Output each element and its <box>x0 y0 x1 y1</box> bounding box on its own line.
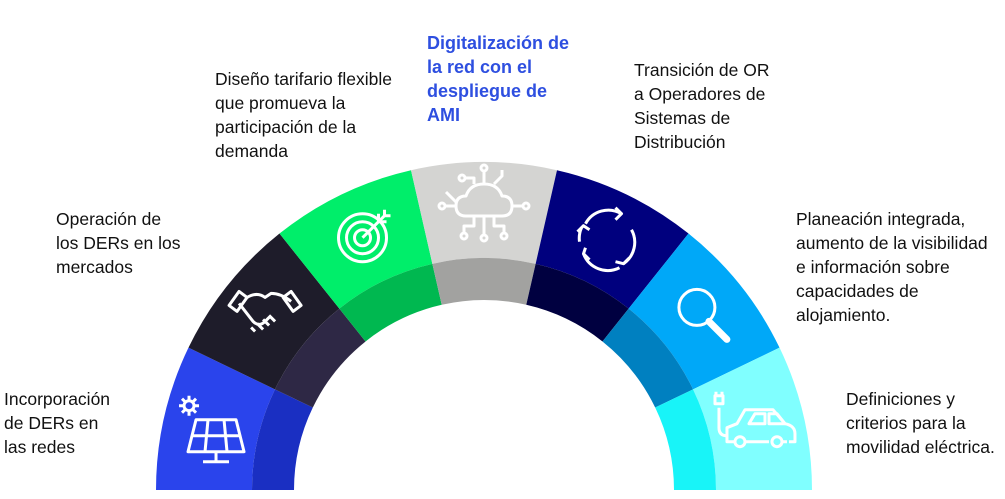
segment-3 <box>279 170 442 342</box>
label-digitalizacion: Digitalización de la red con el desplieg… <box>427 33 570 125</box>
refresh-cycle-icon <box>576 206 637 273</box>
segment-1 <box>156 347 313 490</box>
label-movilidad-electrica: Definiciones y criterios para la movilid… <box>846 389 995 457</box>
segment-inner-band <box>339 263 442 342</box>
segment-6 <box>602 233 780 408</box>
segment-2 <box>188 233 366 408</box>
solar-panel-icon <box>179 395 246 464</box>
label-diseno-tarifario: Diseño tarifario flexible que promueva l… <box>215 69 393 161</box>
segment-outer-band <box>628 233 780 390</box>
target-icon <box>337 209 391 264</box>
label-incorporacion-ders: Incorporación de DERs en las redes <box>4 389 111 457</box>
label-transicion-or: Transición de OR a Operadores de Sistema… <box>634 60 770 152</box>
segment-4 <box>411 162 557 305</box>
segment-inner-band <box>526 263 629 342</box>
segment-outer-band <box>188 233 340 390</box>
segment-7 <box>655 347 812 490</box>
label-operacion-ders: Operación de los DERs en los mercados <box>56 209 181 277</box>
segment-outer-band <box>411 162 557 264</box>
cloud-network-icon <box>437 163 531 243</box>
electric-car-icon <box>713 391 797 449</box>
segment-inner-band <box>274 308 366 408</box>
segment-5 <box>526 170 689 342</box>
segment-outer-band <box>535 170 689 309</box>
segment-inner-band <box>655 389 716 490</box>
magnifier-icon <box>677 287 731 343</box>
label-planeacion-integrada: Planeación integrada, aumento de la visi… <box>796 209 988 325</box>
segment-inner-band <box>252 389 313 490</box>
handshake-icon <box>227 289 303 333</box>
segment-inner-band <box>602 308 694 408</box>
segment-inner-band <box>432 258 536 305</box>
